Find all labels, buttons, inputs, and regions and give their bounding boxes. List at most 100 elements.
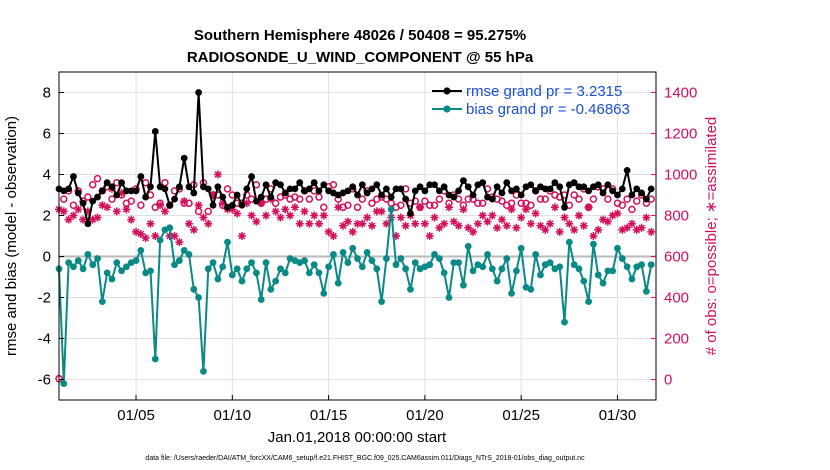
assimilated-obs-point	[209, 191, 218, 199]
possible-obs-point	[541, 195, 550, 203]
rmse-point	[296, 179, 304, 187]
bias-point	[257, 296, 265, 303]
rmse-point	[209, 201, 217, 209]
bias-point	[614, 244, 621, 252]
rmse-point	[151, 128, 159, 135]
bias-point	[272, 277, 280, 285]
bias-point	[358, 263, 366, 271]
x-tick-label: 01/20	[406, 407, 444, 424]
assimilated-obs-point	[136, 229, 145, 238]
rmse-point	[397, 185, 405, 193]
bias-point	[537, 271, 544, 279]
bias-point	[200, 367, 207, 375]
rmse-point	[479, 179, 487, 187]
rmse-point	[580, 183, 588, 191]
y-axis-label-right: # of obs: o=possible; ∗=assimilated	[703, 117, 720, 356]
bias-point	[118, 267, 125, 275]
bias-point	[103, 269, 111, 277]
bias-point	[460, 281, 467, 289]
rmse-point	[498, 189, 506, 197]
possible-obs-point	[570, 191, 578, 199]
bias-point	[315, 269, 323, 277]
bias-point	[628, 275, 636, 283]
assimilated-obs-point	[339, 221, 348, 230]
y-right-tick-label: 1200	[664, 126, 697, 143]
bias-point	[484, 251, 491, 258]
possible-obs-point	[137, 201, 145, 209]
possible-obs-point	[315, 193, 323, 201]
assimilated-obs-point	[59, 207, 68, 216]
rmse-point	[455, 187, 463, 195]
bias-point	[435, 255, 443, 262]
assimilated-obs-point	[565, 219, 574, 228]
rmse-point	[118, 179, 125, 187]
assimilated-obs-point	[290, 203, 299, 212]
assimilated-obs-point	[141, 234, 150, 243]
rmse-point	[493, 183, 501, 191]
rmse-point	[556, 183, 564, 191]
possible-obs-point	[397, 201, 405, 209]
chart-subtitle: RADIOSONDE_U_WIND_COMPONENT @ 55 hPa	[187, 49, 534, 66]
assimilated-obs-point	[334, 203, 343, 212]
assimilated-obs-point	[310, 211, 319, 220]
rmse-point	[310, 179, 318, 187]
rmse-point	[103, 179, 111, 187]
assimilated-obs-point	[122, 205, 131, 214]
rmse-point	[450, 193, 458, 201]
possible-obs-point	[464, 195, 472, 203]
rmse-point	[440, 183, 448, 191]
x-axis-label: Jan.01,2018 00:00:00 start	[268, 429, 447, 446]
bias-point	[195, 294, 203, 301]
y-right-tick-label: 800	[664, 208, 689, 225]
assimilated-obs-point	[257, 199, 266, 208]
bias-point	[527, 285, 535, 293]
bias-point	[368, 257, 376, 264]
assimilated-obs-point	[560, 213, 569, 222]
rmse-point	[642, 195, 650, 203]
rmse-point	[315, 187, 323, 195]
assimilated-obs-point	[478, 211, 487, 220]
rmse-point	[354, 191, 361, 199]
bias-point	[84, 251, 92, 258]
assimilated-obs-point	[599, 215, 608, 224]
plot-frame	[58, 71, 657, 401]
bias-point	[488, 265, 496, 273]
bias-point	[503, 255, 511, 262]
bias-point	[113, 259, 121, 267]
assimilated-obs-point	[242, 199, 251, 208]
bias-point	[411, 259, 419, 267]
possible-obs-point	[84, 193, 92, 201]
bias-point	[224, 238, 231, 246]
rmse-point	[65, 185, 73, 193]
bias-point	[137, 246, 145, 254]
possible-obs-point	[632, 197, 641, 205]
possible-obs-point	[88, 181, 97, 189]
possible-obs-point	[435, 195, 444, 203]
assimilated-obs-point	[497, 215, 506, 224]
assimilated-obs-point	[146, 219, 155, 228]
possible-obs-point	[416, 203, 424, 212]
bias-point	[185, 251, 193, 258]
possible-obs-point	[445, 199, 453, 207]
assimilated-obs-point	[618, 225, 627, 234]
possible-obs-point	[459, 201, 468, 209]
bias-point	[156, 236, 164, 244]
possible-obs-point	[151, 203, 160, 212]
assimilated-obs-point	[483, 217, 492, 226]
possible-obs-point	[498, 197, 506, 205]
rmse-point	[363, 189, 371, 197]
rmse-point	[435, 187, 443, 195]
assimilated-obs-point	[93, 213, 102, 222]
rmse-point	[570, 179, 578, 187]
possible-obs-point	[93, 174, 102, 183]
bias-point	[204, 265, 212, 273]
bias-point	[252, 269, 260, 277]
assimilated-obs-point	[64, 215, 73, 224]
bias-point	[498, 265, 506, 273]
assimilated-obs-point	[324, 227, 333, 236]
rmse-line	[58, 92, 653, 224]
bias-point	[98, 298, 106, 305]
rmse-point	[171, 195, 178, 203]
assimilated-obs-point	[372, 207, 381, 216]
rmse-point	[252, 197, 260, 205]
